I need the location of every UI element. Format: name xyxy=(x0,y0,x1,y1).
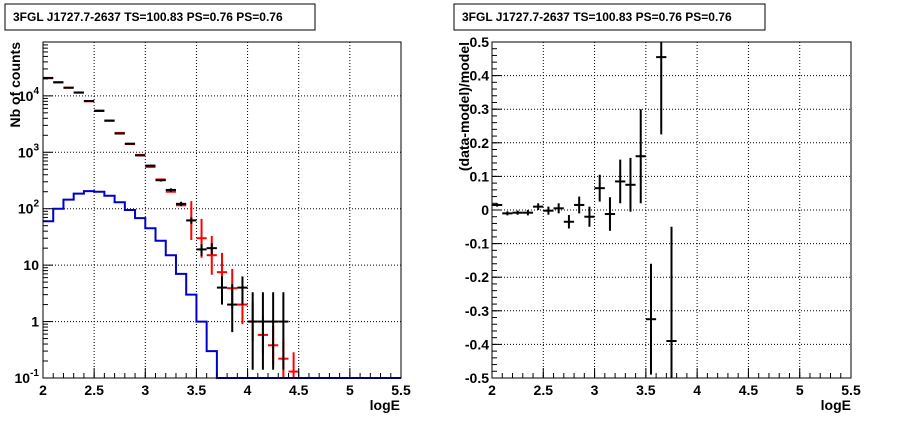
counts-x-tick-label: 2 xyxy=(39,382,47,398)
counts-panel: 3FGL J1727.7-2637 TS=100.83 PS=0.76 PS=0… xyxy=(4,3,411,413)
residual-point xyxy=(625,157,636,212)
residual-y-tick-label: -0.2 xyxy=(465,269,489,285)
residual-point xyxy=(522,210,534,216)
residual-point xyxy=(656,42,667,135)
residual-x-tick-label: 3 xyxy=(591,382,599,398)
data-point xyxy=(186,217,197,224)
residual-point xyxy=(512,210,523,215)
counts-y-tick-label: 10-1 xyxy=(15,368,40,386)
residual-y-tick-label: 0.5 xyxy=(470,34,490,50)
residual-point xyxy=(533,203,544,210)
counts-frame xyxy=(42,41,402,379)
data-point xyxy=(257,292,269,370)
residual-title-box xyxy=(453,3,766,31)
data-point xyxy=(237,276,248,305)
residual-point xyxy=(666,226,677,378)
counts-title: 3FGL J1727.7-2637 TS=100.83 PS=0.76 PS=0… xyxy=(13,10,283,24)
residual-y-tick-label: 0.2 xyxy=(470,135,490,151)
counts-x-tick-label: 4 xyxy=(244,382,252,398)
residual-point xyxy=(645,263,657,375)
data-point xyxy=(155,178,166,182)
residual-point xyxy=(604,197,616,231)
counts-title-box xyxy=(4,3,316,31)
residual-series xyxy=(492,42,677,378)
residual-y-axis-label: (data-model)/model xyxy=(456,42,472,171)
residual-x-tick-label: 3.5 xyxy=(636,382,656,398)
data-point xyxy=(196,244,207,256)
counts-x-tick-label: 3.5 xyxy=(187,382,207,398)
residual-x-tick-label: 4.5 xyxy=(739,382,759,398)
model-total-series xyxy=(43,77,299,378)
counts-ticks xyxy=(42,41,402,379)
counts-x-tick-label: 4.5 xyxy=(289,382,309,398)
residual-y-tick-label: -0.4 xyxy=(465,336,489,352)
data-point xyxy=(83,100,95,103)
data-point xyxy=(114,132,125,135)
residual-point xyxy=(502,211,513,216)
residual-x-axis-label: logE xyxy=(821,397,851,413)
data-point xyxy=(175,201,187,207)
data-point xyxy=(94,109,105,112)
residual-x-tick-label: 5.5 xyxy=(841,382,861,398)
data-point xyxy=(268,292,279,370)
residual-y-tick-label: -0.5 xyxy=(465,370,489,386)
counts-x-tick-label: 5 xyxy=(346,382,354,398)
residual-y-tick-label: 0.3 xyxy=(470,101,490,117)
counts-x-tick-label: 5.5 xyxy=(391,382,411,398)
data-point xyxy=(247,292,258,370)
residual-point xyxy=(635,109,646,204)
residual-y-tick-label: 0.4 xyxy=(470,68,490,84)
data-point xyxy=(216,276,228,305)
residual-point xyxy=(574,196,585,214)
residual-y-tick-label: 0.1 xyxy=(470,168,490,184)
data-point xyxy=(145,164,156,167)
residual-y-tick-labels: -0.5 -0.4 -0.3 -0.2 -0.1 0 0.1 0.2 0.3 0.4 0.5 xyxy=(465,34,489,386)
residual-title: 3FGL J1727.7-2637 TS=100.83 PS=0.76 PS=0… xyxy=(462,10,732,24)
residual-ticks xyxy=(491,41,852,379)
residual-point xyxy=(553,203,564,214)
counts-x-tick-label: 2.5 xyxy=(84,382,104,398)
counts-grid xyxy=(42,42,402,379)
residual-y-tick-label: -0.1 xyxy=(465,236,489,252)
counts-x-tick-labels: 2 2.5 3 3.5 4 4.5 5 5.5 xyxy=(39,382,411,398)
residual-panel: 3FGL J1727.7-2637 TS=100.83 PS=0.76 PS=0… xyxy=(453,3,861,413)
data-point xyxy=(206,243,217,255)
data-points-series xyxy=(43,76,289,370)
residual-point xyxy=(594,174,605,202)
counts-x-tick-label: 3 xyxy=(141,382,149,398)
residual-x-tick-label: 2.5 xyxy=(534,382,554,398)
counts-y-axis-label: Nb of counts xyxy=(7,42,23,128)
residual-x-tick-label: 2 xyxy=(488,382,496,398)
data-point xyxy=(165,188,176,192)
counts-y-tick-label: 103 xyxy=(18,142,40,160)
residual-point xyxy=(584,206,595,227)
residual-point xyxy=(563,215,575,229)
counts-y-tick-labels: 10-1 1 10 102 103 104 xyxy=(15,86,40,386)
counts-y-tick-label: 10 xyxy=(23,257,39,273)
residual-y-tick-label: 0 xyxy=(481,202,489,218)
residual-x-tick-label: 4 xyxy=(693,382,701,398)
counts-y-tick-label: 104 xyxy=(18,86,40,104)
residual-point xyxy=(492,203,503,207)
residual-x-tick-label: 5 xyxy=(796,382,804,398)
data-point xyxy=(278,292,289,370)
residual-point xyxy=(543,206,554,215)
counts-y-tick-label: 1 xyxy=(31,314,39,330)
data-point xyxy=(227,284,238,333)
data-point xyxy=(104,119,115,122)
residual-y-tick-label: -0.3 xyxy=(465,303,489,319)
data-point xyxy=(124,142,136,145)
data-point xyxy=(135,154,146,157)
residual-x-tick-labels: 2 2.5 3 3.5 4 4.5 5 5.5 xyxy=(488,382,861,398)
counts-y-tick-label: 102 xyxy=(18,199,40,217)
counts-x-axis-label: logE xyxy=(370,397,400,413)
residual-point xyxy=(615,159,626,204)
